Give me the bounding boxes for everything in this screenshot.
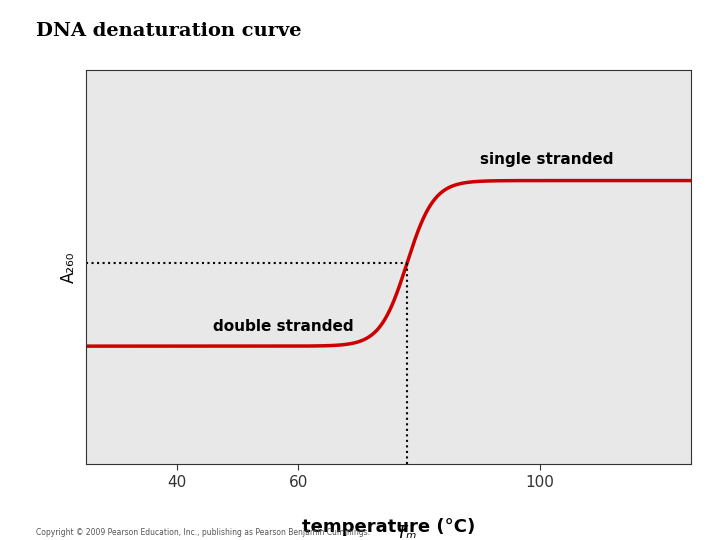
Text: single stranded: single stranded	[480, 152, 613, 167]
Text: Tₘ: Tₘ	[397, 524, 417, 540]
X-axis label: temperature (°C): temperature (°C)	[302, 518, 475, 536]
Text: DNA denaturation curve: DNA denaturation curve	[36, 22, 302, 39]
Text: Copyright © 2009 Pearson Education, Inc., publishing as Pearson Benjamin Cumming: Copyright © 2009 Pearson Education, Inc.…	[36, 528, 370, 537]
Y-axis label: A₂₆₀: A₂₆₀	[60, 252, 78, 283]
Text: double stranded: double stranded	[213, 319, 354, 334]
